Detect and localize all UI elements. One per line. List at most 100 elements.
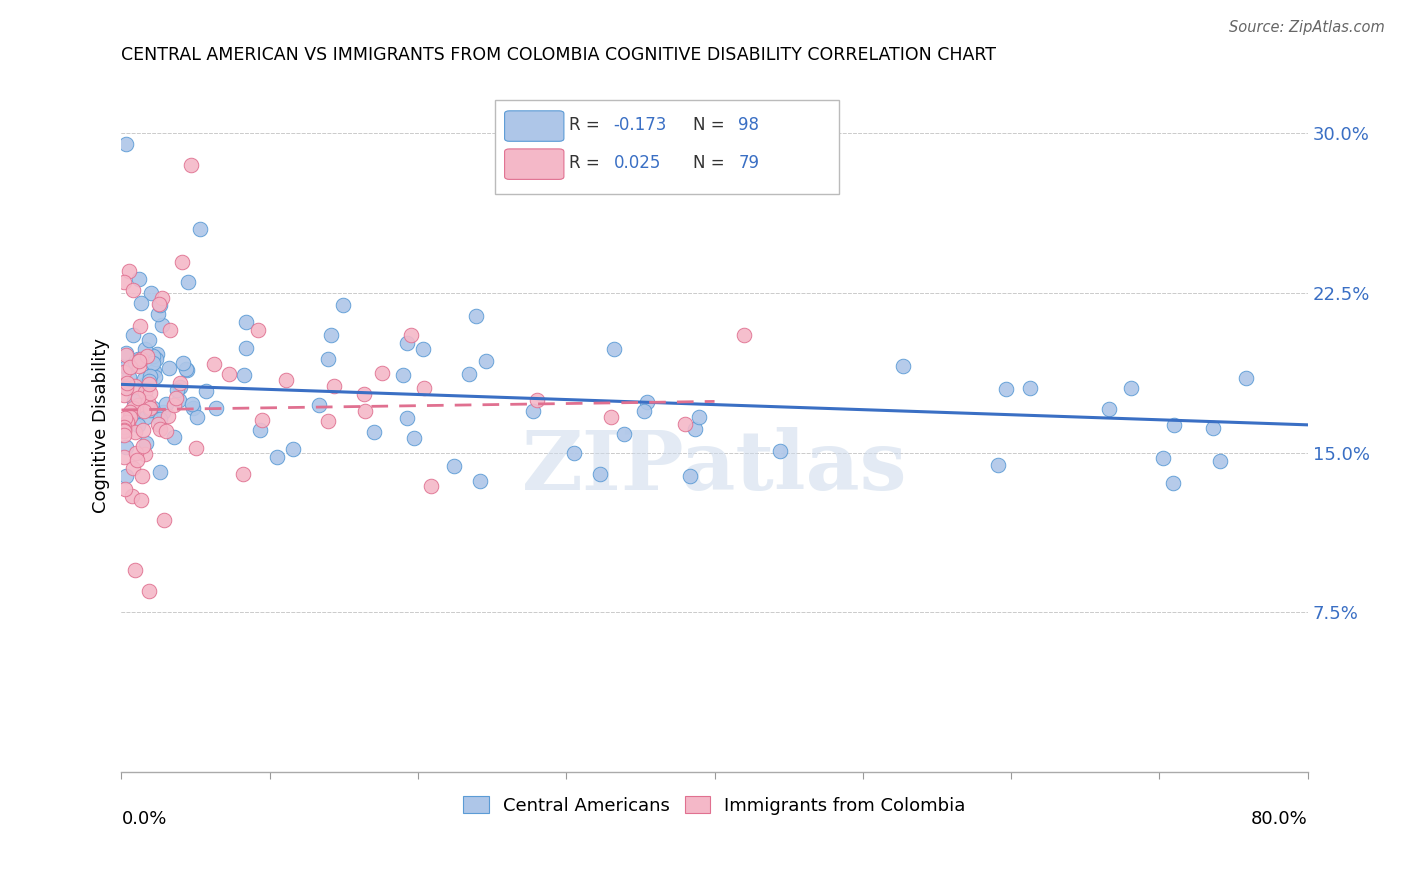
- Text: CENTRAL AMERICAN VS IMMIGRANTS FROM COLOMBIA COGNITIVE DISABILITY CORRELATION CH: CENTRAL AMERICAN VS IMMIGRANTS FROM COLO…: [121, 46, 997, 64]
- Point: [163, 398, 186, 412]
- Point: [308, 398, 330, 412]
- Point: [135, 436, 157, 450]
- Point: [891, 359, 914, 374]
- Point: [122, 460, 145, 475]
- Point: [183, 401, 205, 416]
- Point: [169, 380, 191, 394]
- Point: [139, 401, 162, 416]
- Point: [599, 409, 621, 424]
- Point: [1202, 421, 1225, 435]
- Point: [371, 366, 394, 380]
- Point: [165, 391, 187, 405]
- Point: [132, 372, 155, 386]
- Point: [121, 407, 143, 421]
- Point: [1019, 381, 1042, 395]
- Point: [1234, 371, 1257, 385]
- Text: 98: 98: [738, 116, 759, 135]
- Text: R =: R =: [568, 153, 605, 172]
- Point: [233, 368, 256, 383]
- Point: [522, 404, 544, 418]
- Point: [134, 447, 156, 461]
- Point: [118, 264, 141, 278]
- Point: [127, 391, 149, 405]
- Point: [673, 417, 696, 431]
- Point: [987, 458, 1010, 472]
- Point: [129, 351, 152, 366]
- Point: [118, 360, 141, 375]
- Point: [139, 368, 162, 383]
- Point: [159, 323, 181, 337]
- Point: [150, 318, 173, 332]
- Point: [115, 440, 138, 454]
- Point: [114, 381, 136, 395]
- Point: [143, 370, 166, 384]
- Point: [636, 394, 658, 409]
- Point: [1121, 381, 1143, 395]
- Point: [132, 423, 155, 437]
- Point: [322, 379, 344, 393]
- Point: [112, 388, 135, 402]
- Point: [363, 425, 385, 439]
- Point: [202, 357, 225, 371]
- Point: [252, 413, 274, 427]
- Point: [419, 479, 441, 493]
- Text: Source: ZipAtlas.com: Source: ZipAtlas.com: [1229, 20, 1385, 35]
- Point: [139, 402, 162, 417]
- Point: [114, 348, 136, 362]
- Point: [139, 386, 162, 401]
- Point: [127, 417, 149, 432]
- Point: [143, 364, 166, 378]
- Point: [1152, 451, 1174, 466]
- Point: [153, 513, 176, 527]
- Point: [683, 422, 706, 436]
- Point: [235, 341, 257, 355]
- FancyBboxPatch shape: [495, 101, 839, 194]
- Point: [205, 401, 228, 415]
- Point: [184, 441, 207, 455]
- Point: [613, 427, 636, 442]
- Point: [134, 342, 156, 356]
- Text: -0.173: -0.173: [614, 116, 666, 135]
- Point: [128, 272, 150, 286]
- Point: [112, 365, 135, 379]
- Point: [235, 315, 257, 329]
- Point: [177, 275, 200, 289]
- Point: [142, 401, 165, 415]
- Point: [122, 393, 145, 408]
- Y-axis label: Cognitive Disability: Cognitive Disability: [93, 338, 110, 514]
- Point: [124, 378, 146, 392]
- Point: [118, 409, 141, 424]
- Point: [155, 424, 177, 438]
- Point: [132, 439, 155, 453]
- Point: [172, 254, 194, 268]
- Point: [114, 410, 136, 425]
- Point: [733, 327, 755, 342]
- Point: [402, 431, 425, 445]
- Point: [283, 442, 305, 456]
- Point: [138, 376, 160, 391]
- Point: [218, 367, 240, 381]
- Point: [526, 393, 548, 408]
- Point: [679, 469, 702, 483]
- Point: [114, 419, 136, 434]
- Point: [112, 424, 135, 438]
- Text: N =: N =: [693, 153, 730, 172]
- Point: [112, 423, 135, 437]
- Point: [399, 328, 422, 343]
- Point: [1163, 417, 1185, 432]
- Point: [174, 362, 197, 376]
- Point: [115, 359, 138, 374]
- Point: [149, 412, 172, 426]
- Point: [188, 222, 211, 236]
- Point: [464, 310, 486, 324]
- Point: [232, 467, 254, 481]
- Point: [562, 445, 585, 459]
- Point: [1161, 475, 1184, 490]
- Point: [180, 397, 202, 411]
- Point: [121, 401, 143, 416]
- Point: [138, 374, 160, 388]
- Point: [443, 458, 465, 473]
- Point: [150, 291, 173, 305]
- Point: [112, 450, 135, 464]
- Point: [129, 296, 152, 310]
